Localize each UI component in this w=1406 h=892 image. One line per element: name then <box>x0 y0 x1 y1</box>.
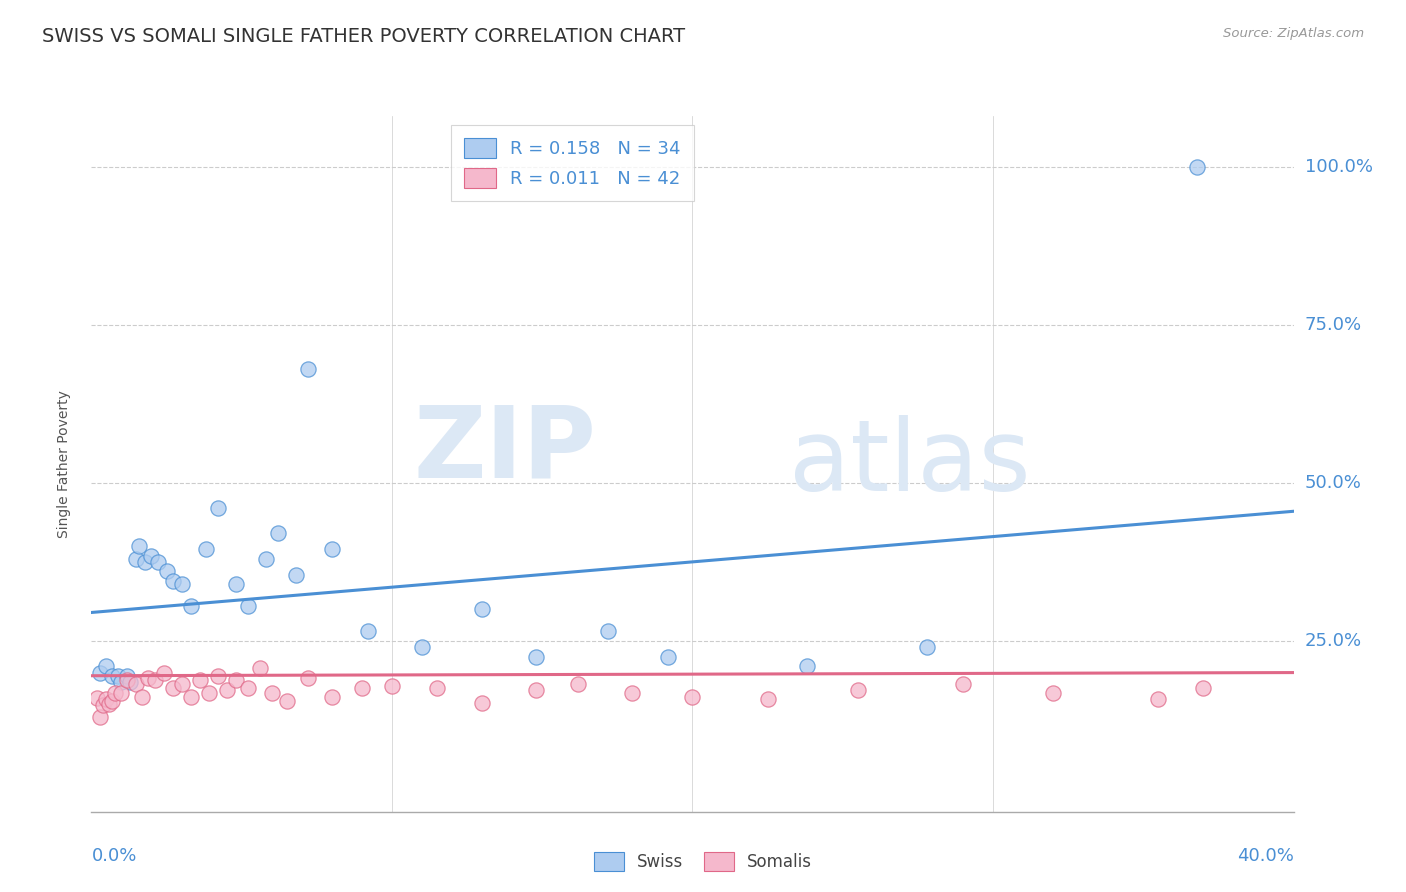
Point <box>146 555 169 569</box>
Point <box>249 660 271 674</box>
Point <box>254 551 277 566</box>
Point <box>180 690 202 704</box>
Point <box>197 686 219 700</box>
Point <box>107 669 129 683</box>
Point <box>236 681 259 696</box>
Point <box>96 659 118 673</box>
Point <box>357 624 380 639</box>
Point <box>915 640 938 655</box>
Point <box>1187 160 1209 174</box>
Text: 75.0%: 75.0% <box>1305 316 1362 334</box>
Point <box>297 671 319 685</box>
Text: 40.0%: 40.0% <box>1237 847 1294 864</box>
Point <box>170 577 193 591</box>
Point <box>125 677 148 691</box>
Point <box>194 542 217 557</box>
Point <box>1042 686 1064 700</box>
Point <box>621 686 644 700</box>
Point <box>381 680 404 694</box>
Point <box>125 551 148 566</box>
Point <box>215 683 238 698</box>
Legend: Swiss, Somalis: Swiss, Somalis <box>586 843 820 880</box>
Point <box>128 539 150 553</box>
Point <box>188 673 211 688</box>
Point <box>110 686 132 700</box>
Point <box>236 599 259 614</box>
Point <box>117 673 139 688</box>
Point <box>1147 692 1170 706</box>
Point <box>131 690 153 704</box>
Text: SWISS VS SOMALI SINGLE FATHER POVERTY CORRELATION CHART: SWISS VS SOMALI SINGLE FATHER POVERTY CO… <box>42 27 685 45</box>
Point <box>598 624 620 639</box>
Point <box>657 649 679 664</box>
Point <box>207 669 229 683</box>
Point <box>207 501 229 516</box>
Point <box>96 692 118 706</box>
Text: Source: ZipAtlas.com: Source: ZipAtlas.com <box>1223 27 1364 40</box>
Point <box>117 669 139 683</box>
Point <box>152 665 174 680</box>
Point <box>93 698 115 713</box>
Point <box>225 673 247 688</box>
Point <box>143 673 166 688</box>
Point <box>681 690 703 704</box>
Text: 50.0%: 50.0% <box>1305 474 1361 491</box>
Point <box>276 694 298 708</box>
Point <box>101 669 124 683</box>
Point <box>104 686 127 700</box>
Text: 0.0%: 0.0% <box>91 847 136 864</box>
Point <box>180 599 202 614</box>
Y-axis label: Single Father Poverty: Single Father Poverty <box>56 390 70 538</box>
Point <box>426 681 449 696</box>
Point <box>350 681 373 696</box>
Legend: R = 0.158   N = 34, R = 0.011   N = 42: R = 0.158 N = 34, R = 0.011 N = 42 <box>451 125 693 201</box>
Point <box>225 577 247 591</box>
Point <box>155 565 177 579</box>
Point <box>141 549 163 563</box>
Point <box>260 686 283 700</box>
Point <box>524 649 547 664</box>
Point <box>98 697 121 711</box>
Point <box>162 681 184 696</box>
Text: ZIP: ZIP <box>413 401 596 499</box>
Point <box>321 690 343 704</box>
Point <box>471 602 494 616</box>
Point <box>134 555 156 569</box>
Point <box>138 671 160 685</box>
Point <box>284 567 307 582</box>
Point <box>89 665 111 680</box>
Point <box>170 677 193 691</box>
Point <box>86 690 108 705</box>
Point <box>567 677 589 691</box>
Point <box>120 675 142 690</box>
Point <box>756 692 779 706</box>
Text: 25.0%: 25.0% <box>1305 632 1362 650</box>
Point <box>110 675 132 690</box>
Point <box>846 683 869 698</box>
Point <box>524 683 547 698</box>
Text: atlas: atlas <box>789 416 1031 512</box>
Point <box>411 640 433 655</box>
Point <box>321 542 343 557</box>
Point <box>267 526 290 541</box>
Point <box>1192 681 1215 696</box>
Point <box>796 659 818 673</box>
Text: 100.0%: 100.0% <box>1305 158 1372 176</box>
Point <box>952 677 974 691</box>
Point <box>297 362 319 376</box>
Point <box>471 696 494 710</box>
Point <box>162 574 184 588</box>
Point <box>101 694 124 708</box>
Point <box>89 710 111 724</box>
